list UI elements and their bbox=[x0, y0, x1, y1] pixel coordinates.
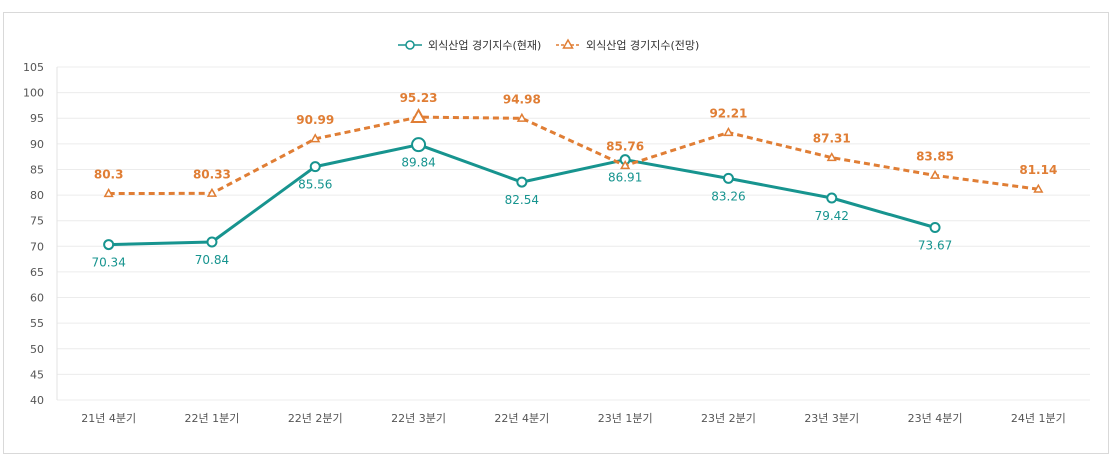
y-tick-label: 75 bbox=[30, 215, 44, 228]
y-tick-label: 105 bbox=[23, 61, 44, 74]
forecast-point bbox=[723, 126, 734, 137]
forecast-point bbox=[103, 188, 114, 198]
forecast-point bbox=[516, 112, 527, 122]
forecast-data-label: 92.21 bbox=[709, 107, 747, 121]
data-labels: 70.34 70.84 85.56 89.84 82.54 86.91 83.26 79.42… bbox=[91, 91, 1057, 270]
x-tick-label: 23년 1분기 bbox=[598, 412, 653, 425]
forecast-series-line bbox=[108, 115, 1039, 195]
forecast-point bbox=[620, 160, 631, 170]
y-tick-label: 60 bbox=[30, 292, 44, 305]
forecast-data-label: 80.33 bbox=[193, 167, 231, 181]
current-data-label: 70.84 bbox=[195, 253, 229, 267]
y-axis: 105 100 95 90 85 80 75 70 65 60 55 50 45 40 bbox=[23, 61, 44, 407]
x-tick-label: 23년 2분기 bbox=[701, 412, 756, 425]
y-tick-label: 45 bbox=[30, 368, 44, 381]
forecast-data-label: 81.14 bbox=[1019, 163, 1057, 177]
current-data-label: 89.84 bbox=[401, 156, 435, 170]
current-point bbox=[929, 222, 941, 234]
x-tick-label: 24년 1분기 bbox=[1011, 412, 1066, 425]
current-point bbox=[309, 161, 321, 173]
current-data-label: 70.34 bbox=[91, 256, 125, 270]
forecast-data-label: 83.85 bbox=[916, 149, 954, 163]
current-data-label: 79.42 bbox=[815, 209, 849, 223]
current-data-label: 73.67 bbox=[918, 239, 952, 253]
y-tick-label: 100 bbox=[23, 87, 44, 100]
forecast-data-label: 85.76 bbox=[606, 140, 644, 154]
forecast-data-label: 87.31 bbox=[813, 132, 851, 146]
forecast-data-label: 94.98 bbox=[503, 92, 541, 106]
current-data-label: 85.56 bbox=[298, 178, 332, 192]
y-tick-label: 80 bbox=[30, 189, 44, 202]
x-tick-label: 22년 2분기 bbox=[288, 412, 343, 425]
legend: 외식산업 경기지수(현재) 외식산업 경기지수(전망) bbox=[398, 38, 699, 52]
forecast-data-label: 80.3 bbox=[94, 168, 124, 182]
current-point bbox=[516, 176, 528, 188]
current-point bbox=[826, 192, 838, 204]
x-axis: 21년 4분기 22년 1분기 22년 2분기 22년 3분기 22년 4분기 23년 1… bbox=[81, 412, 1066, 425]
forecast-point bbox=[1033, 183, 1044, 193]
y-tick-label: 90 bbox=[30, 138, 44, 151]
x-tick-label: 23년 3분기 bbox=[804, 412, 859, 425]
chart-frame bbox=[3, 12, 1109, 454]
y-tick-label: 85 bbox=[30, 163, 44, 176]
current-point bbox=[722, 172, 734, 184]
forecast-point bbox=[929, 169, 941, 179]
forecast-data-label: 90.99 bbox=[296, 113, 334, 127]
current-point bbox=[411, 137, 427, 153]
legend-label: 외식산업 경기지수(전망) bbox=[586, 39, 699, 52]
legend-marker-triangle bbox=[562, 38, 574, 49]
current-point bbox=[206, 236, 218, 248]
current-data-label: 86.91 bbox=[608, 171, 642, 185]
forecast-point bbox=[410, 108, 427, 123]
y-tick-label: 95 bbox=[30, 112, 44, 125]
x-tick-label: 22년 3분기 bbox=[391, 412, 446, 425]
legend-marker-circle bbox=[405, 40, 415, 50]
y-tick-label: 40 bbox=[30, 394, 44, 407]
x-tick-label: 23년 4분기 bbox=[908, 412, 963, 425]
y-tick-label: 65 bbox=[30, 266, 44, 279]
y-tick-label: 55 bbox=[30, 317, 44, 330]
current-point bbox=[103, 239, 115, 251]
y-tick-label: 70 bbox=[30, 240, 44, 253]
grid-lines bbox=[56, 66, 1090, 401]
forecast-data-label: 95.23 bbox=[400, 91, 438, 105]
y-tick-label: 50 bbox=[30, 343, 44, 356]
forecast-point bbox=[826, 152, 837, 162]
x-tick-label: 21년 4분기 bbox=[81, 412, 136, 425]
current-data-label: 82.54 bbox=[505, 193, 539, 207]
x-tick-label: 22년 4분기 bbox=[494, 412, 549, 425]
x-tick-label: 22년 1분기 bbox=[185, 412, 240, 425]
current-data-label: 83.26 bbox=[711, 189, 745, 203]
series-layer bbox=[103, 108, 1044, 251]
forecast-point bbox=[206, 187, 218, 197]
forecast-point bbox=[310, 133, 321, 143]
legend-label: 외식산업 경기지수(현재) bbox=[428, 39, 541, 52]
